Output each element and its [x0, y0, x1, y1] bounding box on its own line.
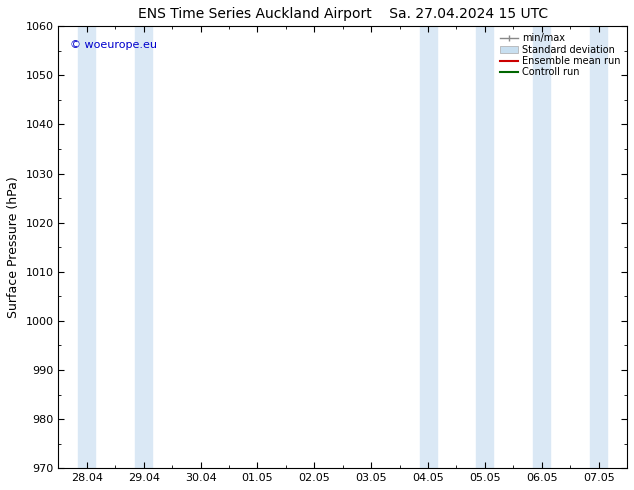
Bar	[533, 26, 550, 468]
Bar	[135, 26, 152, 468]
Title: ENS Time Series Auckland Airport    Sa. 27.04.2024 15 UTC: ENS Time Series Auckland Airport Sa. 27.…	[138, 7, 548, 21]
Bar	[590, 26, 607, 468]
Bar	[476, 26, 493, 468]
Text: © woeurope.eu: © woeurope.eu	[70, 40, 157, 49]
Bar	[420, 26, 437, 468]
Legend: min/max, Standard deviation, Ensemble mean run, Controll run: min/max, Standard deviation, Ensemble me…	[498, 31, 622, 79]
Bar	[79, 26, 96, 468]
Y-axis label: Surface Pressure (hPa): Surface Pressure (hPa)	[7, 176, 20, 318]
